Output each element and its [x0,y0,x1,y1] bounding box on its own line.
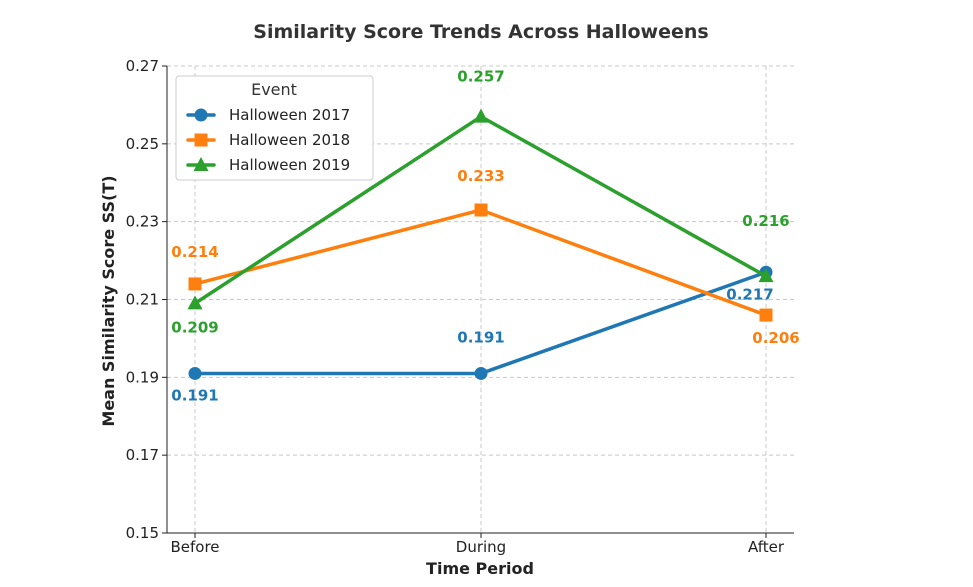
y-tick-label: 0.21 [126,291,159,309]
data-label: 0.206 [752,329,799,347]
data-point [188,366,202,380]
series-layer [187,108,774,380]
y-tick-label: 0.15 [126,524,159,542]
data-point [758,268,774,283]
series-halloween-2018 [188,203,773,322]
legend-frame [175,75,374,181]
legend-items: Halloween 2017 Halloween 2018 Halloween 20… [186,106,350,174]
legend-title: Event [251,80,297,99]
data-label: 0.214 [171,243,218,261]
data-label: 0.257 [457,68,504,86]
legend-label: Halloween 2018 [229,131,350,149]
series-line [193,270,768,376]
data-label: 0.191 [457,328,504,346]
data-point [188,277,202,291]
legend-label: Halloween 2019 [229,156,350,174]
y-tick-label: 0.23 [126,213,159,231]
legend-marker [193,157,209,171]
axis-layer: 0.15 0.17 0.19 0.21 0.23 0.25 0.27 Before During… [126,57,794,556]
legend-label: Halloween 2017 [229,106,350,124]
data-label: 0.217 [726,285,773,303]
y-tick-label: 0.17 [126,446,159,464]
x-axis-title: Time Period [426,559,534,578]
y-tick-label: 0.25 [126,135,159,153]
chart-title: Similarity Score Trends Across Halloween… [253,21,708,43]
data-label: 0.209 [171,318,218,336]
x-tick-label: After [748,538,785,556]
data-point [474,366,488,380]
y-axis-title: Mean Similarity Score SS(T) [99,175,118,426]
series-halloween-2019 [187,108,774,310]
data-point [759,308,773,322]
data-label: 0.216 [742,212,789,230]
data-label-layer: 0.191 0.191 0.217 0.214 0.233 0.206 0.209 0.257… [171,68,799,405]
data-label: 0.233 [457,167,504,185]
x-tick-label: During [456,538,506,556]
data-label: 0.191 [171,386,218,404]
y-tick-label: 0.27 [126,57,159,75]
x-tick-label: Before [170,538,219,556]
legend-marker [194,133,208,147]
legend-marker [194,108,208,122]
data-point [474,203,488,217]
data-point [187,295,203,310]
data-point [473,108,489,123]
y-tick-label: 0.19 [126,368,159,386]
